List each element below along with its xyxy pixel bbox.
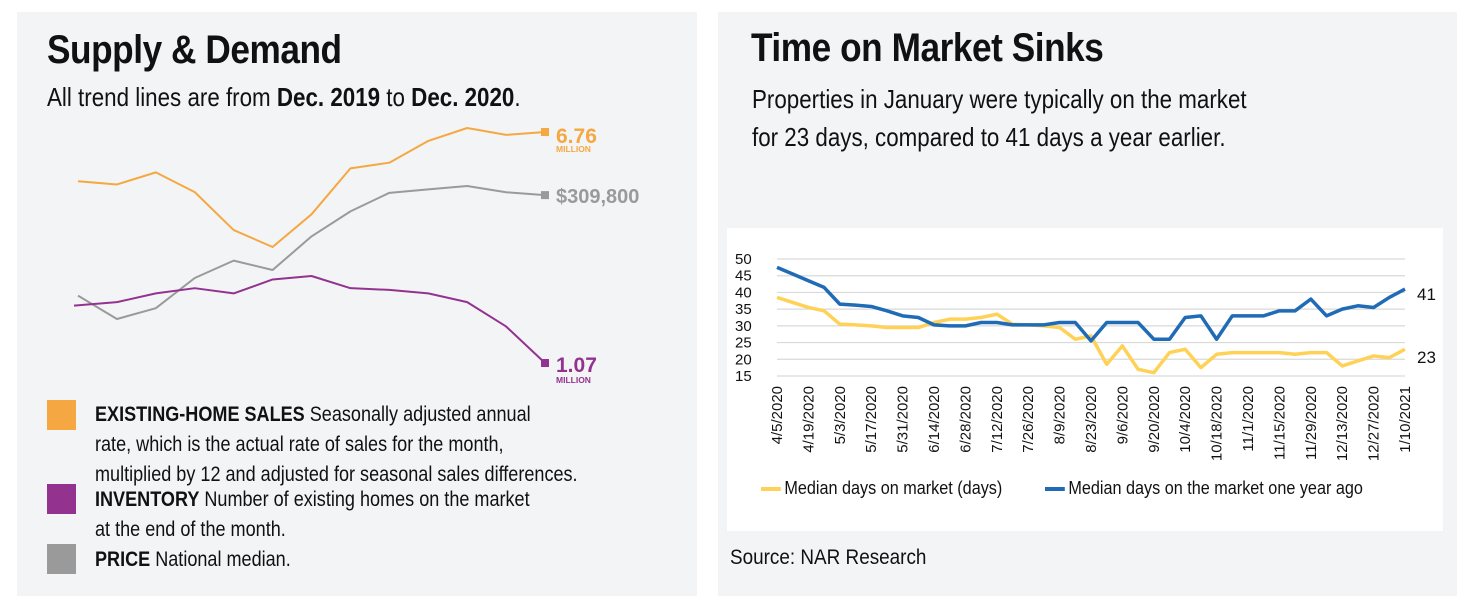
legend-description: Number of existing homes on the market (199, 488, 530, 511)
sales-end-value: 6.76 (556, 125, 597, 148)
time-on-market-chart-area: 15 20 25 30 35 40 45 50 4/5/2020 4/19/2020 5/3/20… (727, 228, 1443, 531)
subtitle-text: to (380, 82, 412, 112)
legend-heading: EXISTING-HOME SALES (95, 403, 305, 426)
inventory-end-marker (541, 359, 549, 367)
legend-label: Median days on market (days) (784, 478, 1003, 498)
subtitle-line: Properties in January were typically on … (752, 84, 1247, 114)
x-tick-label: 6/14/2020 (926, 386, 943, 453)
subtitle-text: . (514, 82, 521, 112)
y-tick-label: 45 (735, 268, 752, 285)
price-end-marker (541, 191, 549, 200)
x-tick-label: 5/3/2020 (832, 386, 849, 444)
inventory-end-value: 1.07 (556, 354, 597, 377)
legend-heading: PRICE (95, 548, 151, 571)
subtitle-line: for 23 days, compared to 41 days a year … (752, 122, 1226, 152)
x-tick-label: 12/27/2020 (1366, 386, 1383, 461)
y-tick-label: 20 (735, 351, 752, 368)
y-tick-label: 15 (735, 368, 752, 385)
legend-swatch-sales (47, 400, 76, 430)
legend-item-sales: EXISTING-HOME SALES Seasonally adjusted … (95, 400, 663, 490)
y-tick-label: 40 (735, 284, 752, 301)
year-ago-end-label: 41 (1417, 285, 1436, 304)
x-tick-label: 6/28/2020 (957, 386, 974, 453)
legend-item-year-ago: Median days on the market one year ago (1045, 478, 1363, 499)
subtitle-text: All trend lines are from (47, 82, 277, 112)
sales-end-marker (541, 128, 549, 137)
legend-description: National median. (150, 548, 291, 571)
x-tick-label: 8/9/2020 (1052, 386, 1069, 444)
x-tick-label: 8/23/2020 (1083, 386, 1100, 453)
legend-swatch-price (47, 544, 76, 574)
time-on-market-panel: Time on Market Sinks Properties in Janua… (718, 12, 1457, 596)
legend-swatch-inventory (47, 484, 76, 514)
x-tick-label: 4/19/2020 (800, 386, 817, 453)
legend-heading: INVENTORY (95, 488, 200, 511)
supply-demand-chart: 6.76 MILLION $309,800 1.07 MILLION (73, 125, 639, 385)
inventory-end-unit: MILLION (556, 375, 591, 385)
legend-description: rate, which is the actual rate of sales … (95, 433, 504, 456)
legend-item-inventory: INVENTORY Number of existing homes on th… (95, 485, 663, 545)
time-on-market-subtitle: Properties in January were typically on … (752, 80, 1247, 156)
supply-demand-panel: Supply & Demand All trend lines are from… (17, 12, 697, 596)
price-end-value: $309,800 (556, 186, 639, 208)
x-tick-label: 10/18/2020 (1209, 386, 1226, 461)
y-tick-label: 30 (735, 318, 752, 335)
subtitle-end-date: Dec. 2020 (411, 82, 515, 112)
x-tick-label: 11/29/2020 (1303, 386, 1320, 460)
x-tick-label: 5/17/2020 (863, 386, 880, 453)
y-tick-label: 50 (735, 251, 752, 268)
x-tick-label: 4/5/2020 (769, 386, 786, 444)
legend-description: multiplied by 12 and adjusted for season… (95, 463, 578, 486)
supply-demand-subtitle: All trend lines are from Dec. 2019 to De… (47, 78, 521, 116)
x-tick-label: 7/12/2020 (989, 386, 1006, 453)
time-on-market-title: Time on Market Sinks (751, 26, 1104, 70)
x-tick-label: 9/20/2020 (1146, 386, 1163, 453)
inventory-line (73, 275, 546, 364)
price-line (77, 185, 546, 320)
legend-swatch-current (761, 487, 781, 492)
sales-end-unit: MILLION (556, 144, 591, 154)
source-note: Source: NAR Research (730, 546, 927, 569)
legend-description: Seasonally adjusted annual (304, 403, 531, 426)
x-tick-label: 11/15/2020 (1271, 386, 1288, 460)
x-tick-label: 9/6/2020 (1114, 386, 1131, 444)
x-tick-label: 10/4/2020 (1177, 386, 1194, 453)
legend-item-price: PRICE National median. (95, 545, 663, 575)
x-tick-label: 7/26/2020 (1020, 386, 1037, 453)
x-tick-label: 1/10/2021 (1397, 386, 1414, 453)
subtitle-start-date: Dec. 2019 (276, 82, 381, 112)
legend-description: at the end of the month. (95, 518, 286, 541)
y-tick-label: 35 (735, 301, 752, 318)
x-tick-label: 12/13/2020 (1334, 386, 1351, 461)
x-tick-label: 11/1/2020 (1240, 386, 1257, 452)
legend-label: Median days on the market one year ago (1068, 478, 1363, 498)
year-ago-days-line (776, 265, 1406, 343)
current-end-label: 23 (1417, 348, 1436, 367)
supply-demand-title: Supply & Demand (47, 28, 342, 72)
legend-item-current: Median days on market (days) (761, 478, 1002, 499)
y-tick-label: 25 (735, 335, 752, 352)
x-tick-label: 5/31/2020 (895, 386, 912, 453)
legend-swatch-year-ago (1045, 487, 1065, 492)
